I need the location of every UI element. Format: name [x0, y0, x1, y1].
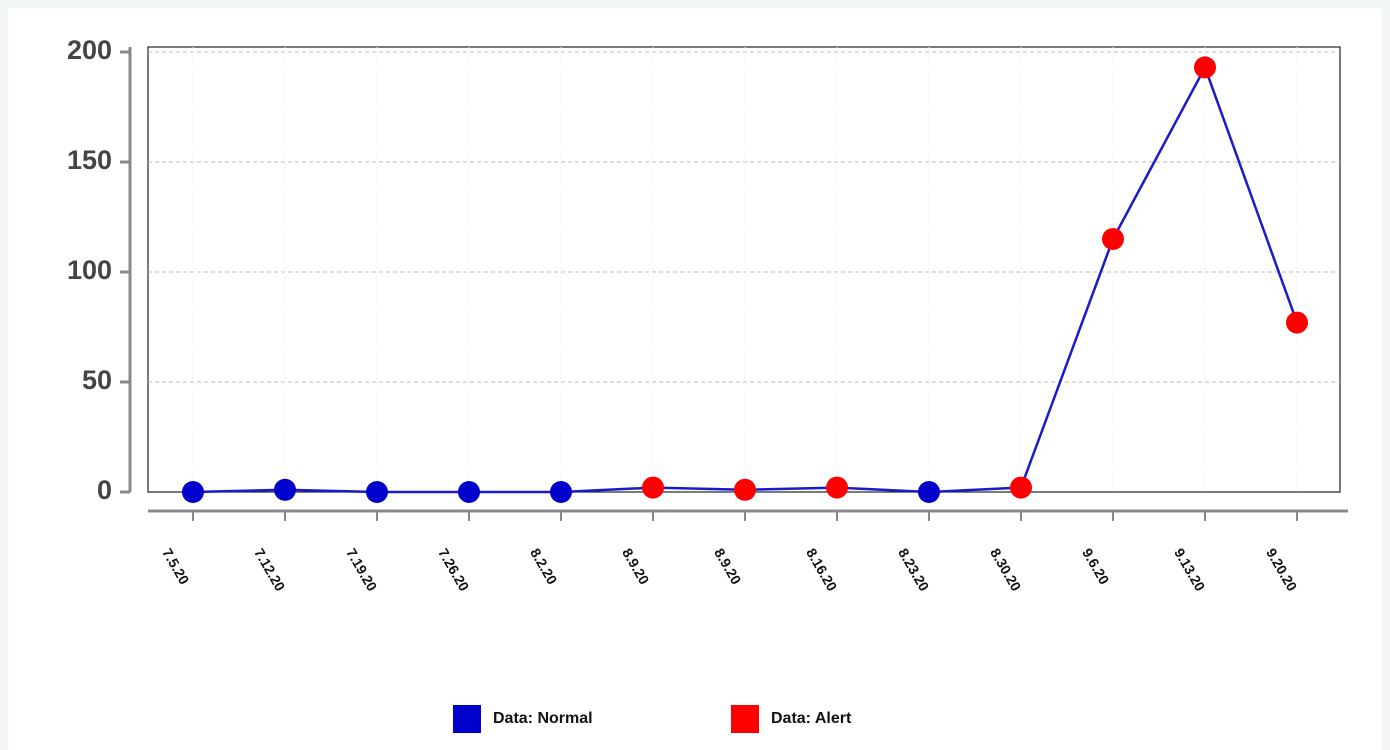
y-tick-label: 150: [67, 145, 112, 175]
data-point: [734, 478, 756, 501]
data-point: [366, 481, 388, 503]
chart-background: [8, 8, 1382, 750]
data-point: [1010, 476, 1032, 499]
data-point: [550, 481, 572, 503]
y-tick-label: 0: [97, 475, 112, 505]
data-point: [274, 478, 296, 501]
y-tick-label: 100: [67, 255, 112, 285]
legend-swatch: [731, 705, 759, 733]
legend-swatch: [453, 705, 481, 733]
legend-label: Data: Alert: [771, 710, 852, 727]
data-point: [458, 481, 480, 503]
data-point: [182, 481, 204, 503]
data-point: [918, 481, 940, 503]
y-tick-label: 200: [67, 35, 112, 65]
legend-label: Data: Normal: [493, 710, 593, 727]
data-point: [1286, 311, 1308, 334]
data-point: [1102, 228, 1124, 250]
data-point: [1194, 56, 1216, 79]
y-tick-label: 50: [82, 365, 112, 395]
data-point: [826, 476, 848, 499]
data-point: [642, 476, 664, 499]
